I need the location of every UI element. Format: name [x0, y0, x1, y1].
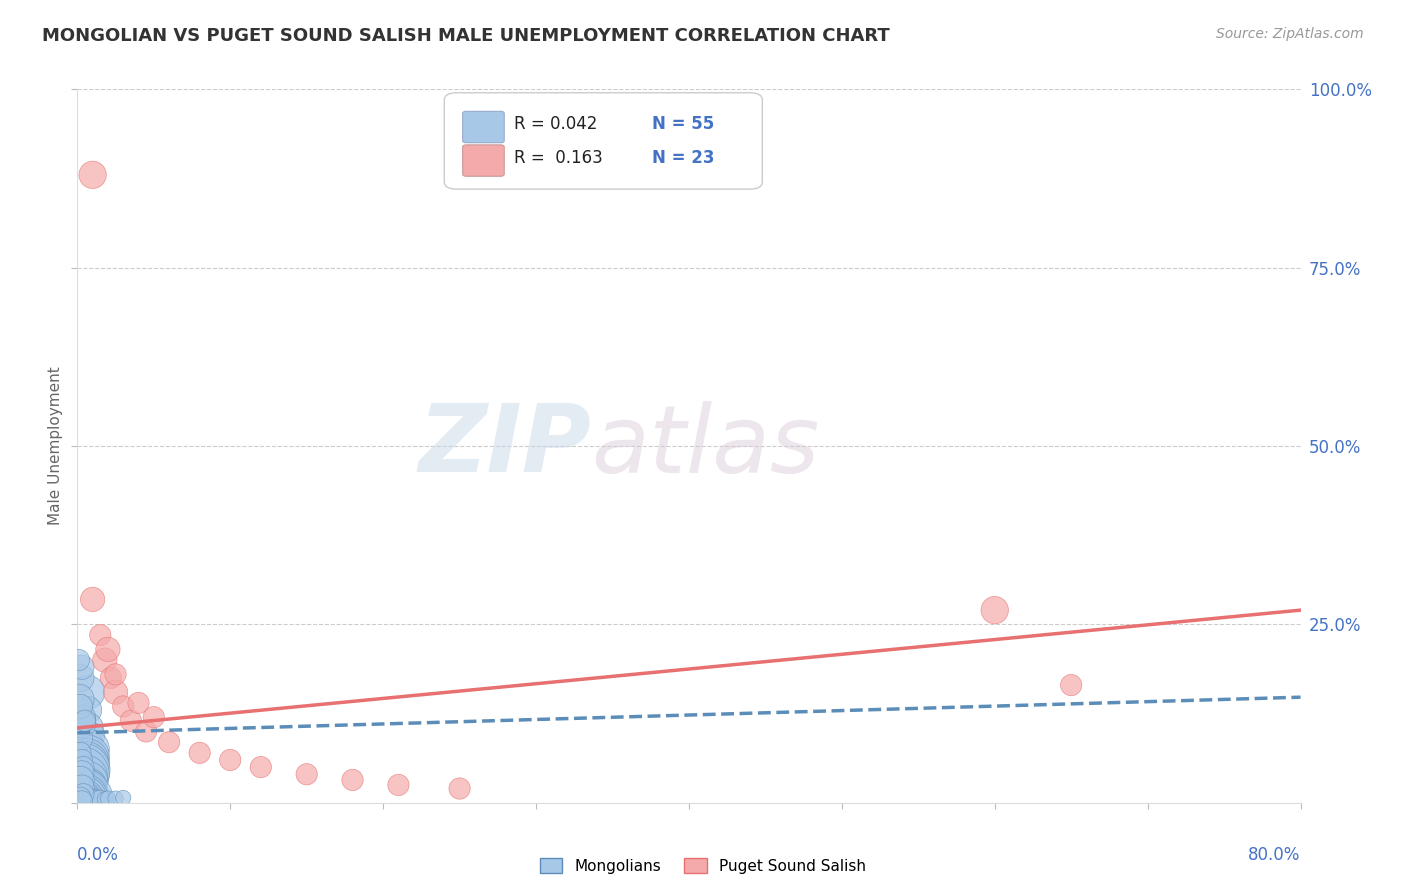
- Point: [104, 667, 127, 681]
- Point: [157, 735, 180, 749]
- Point: [295, 767, 318, 781]
- Point: [70, 795, 93, 809]
- Point: [73, 714, 96, 728]
- Point: [79, 742, 101, 756]
- Point: [76, 755, 98, 769]
- FancyBboxPatch shape: [463, 112, 505, 143]
- Point: [219, 753, 242, 767]
- Point: [128, 696, 150, 710]
- Point: [97, 642, 120, 657]
- Point: [73, 785, 96, 799]
- Point: [73, 771, 96, 785]
- Point: [66, 796, 89, 810]
- Point: [67, 653, 90, 667]
- Point: [89, 628, 111, 642]
- Point: [76, 794, 98, 808]
- Point: [342, 772, 364, 787]
- Text: atlas: atlas: [591, 401, 820, 491]
- Point: [72, 794, 94, 808]
- Point: [135, 724, 157, 739]
- Point: [77, 685, 100, 699]
- Point: [1060, 678, 1083, 692]
- Text: R = 0.042: R = 0.042: [515, 115, 598, 133]
- Point: [70, 765, 93, 780]
- Point: [70, 753, 93, 767]
- Point: [94, 792, 117, 806]
- Point: [69, 746, 91, 760]
- Point: [69, 772, 91, 787]
- Point: [104, 791, 127, 805]
- Point: [76, 781, 98, 796]
- Text: Source: ZipAtlas.com: Source: ZipAtlas.com: [1216, 27, 1364, 41]
- Point: [70, 767, 93, 781]
- FancyBboxPatch shape: [444, 93, 762, 189]
- Point: [77, 749, 100, 764]
- Point: [72, 760, 94, 774]
- Point: [250, 760, 273, 774]
- Point: [104, 685, 127, 699]
- Point: [112, 699, 135, 714]
- Point: [100, 671, 122, 685]
- Point: [120, 714, 142, 728]
- Point: [73, 739, 96, 753]
- Point: [97, 791, 120, 805]
- Point: [70, 780, 93, 794]
- Point: [89, 792, 111, 806]
- Point: [79, 793, 101, 807]
- Point: [77, 703, 100, 717]
- Legend: Mongolians, Puget Sound Salish: Mongolians, Puget Sound Salish: [533, 852, 873, 880]
- Point: [69, 796, 91, 810]
- Point: [82, 793, 104, 807]
- Point: [72, 763, 94, 777]
- Point: [984, 603, 1007, 617]
- Text: R =  0.163: R = 0.163: [515, 149, 603, 167]
- Text: ZIP: ZIP: [418, 400, 591, 492]
- Point: [79, 778, 101, 792]
- Point: [142, 710, 165, 724]
- Point: [82, 168, 104, 182]
- FancyBboxPatch shape: [463, 145, 505, 177]
- Text: 80.0%: 80.0%: [1249, 846, 1301, 863]
- Point: [70, 794, 93, 808]
- Point: [77, 774, 100, 789]
- Point: [82, 592, 104, 607]
- Point: [69, 790, 91, 805]
- Point: [69, 795, 91, 809]
- Text: 0.0%: 0.0%: [77, 846, 120, 863]
- Text: N = 23: N = 23: [652, 149, 714, 167]
- Point: [77, 721, 100, 735]
- Point: [69, 791, 91, 805]
- Point: [449, 781, 471, 796]
- Point: [72, 787, 94, 801]
- Point: [82, 728, 104, 742]
- Text: N = 55: N = 55: [652, 115, 714, 133]
- Point: [70, 789, 93, 803]
- Point: [72, 794, 94, 808]
- Point: [67, 795, 90, 809]
- Point: [72, 710, 94, 724]
- Point: [67, 692, 90, 706]
- Point: [70, 717, 93, 731]
- Point: [94, 653, 117, 667]
- Point: [84, 792, 107, 806]
- Point: [188, 746, 211, 760]
- Y-axis label: Male Unemployment: Male Unemployment: [48, 367, 63, 525]
- Point: [69, 731, 91, 746]
- Point: [73, 758, 96, 772]
- Point: [69, 671, 91, 685]
- Point: [73, 794, 96, 808]
- Text: MONGOLIAN VS PUGET SOUND SALISH MALE UNEMPLOYMENT CORRELATION CHART: MONGOLIAN VS PUGET SOUND SALISH MALE UNE…: [42, 27, 890, 45]
- Point: [112, 790, 135, 805]
- Point: [387, 778, 409, 792]
- Point: [70, 660, 93, 674]
- Point: [67, 796, 90, 810]
- Point: [70, 794, 93, 808]
- Point: [69, 699, 91, 714]
